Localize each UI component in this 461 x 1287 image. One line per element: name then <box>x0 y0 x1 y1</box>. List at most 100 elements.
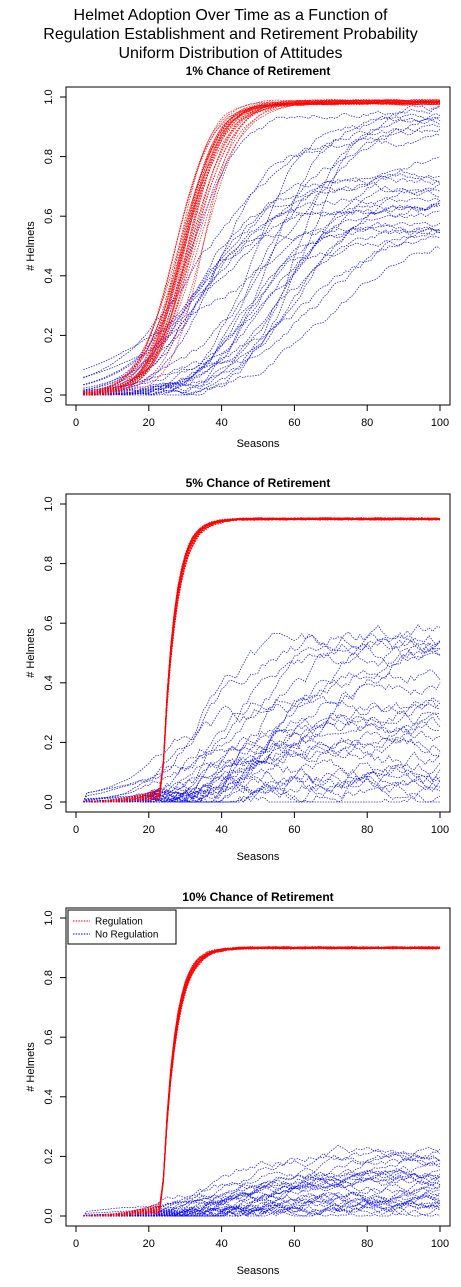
x-tick-label: 100 <box>431 824 449 836</box>
regulation-series-line <box>83 517 441 803</box>
regulation-series-line <box>83 98 441 396</box>
regulation-series-line <box>83 945 441 1217</box>
regulation-series-line <box>83 946 441 1217</box>
regulation-series-line <box>83 517 441 803</box>
y-axis-label: # Helmets <box>25 221 37 271</box>
no-regulation-series-line <box>83 201 441 396</box>
x-tick-label: 60 <box>288 417 300 429</box>
regulation-series-line <box>83 946 441 1217</box>
y-tick-label: 0.0 <box>43 794 55 809</box>
chart-title: 10% Chance of Retirement <box>182 890 333 904</box>
plot-frame <box>65 493 451 813</box>
y-tick-label: 0.2 <box>43 735 55 750</box>
regulation-series-line <box>83 946 441 1217</box>
regulation-series-line <box>83 102 441 395</box>
no-regulation-series-line <box>83 182 441 392</box>
no-regulation-series-line <box>82 652 441 803</box>
no-regulation-series-line <box>83 682 441 803</box>
no-regulation-series-line <box>83 204 441 396</box>
regulation-series-line <box>83 517 441 803</box>
x-axis-label: Seasons <box>237 851 280 863</box>
regulation-series-line <box>83 946 441 1217</box>
no-regulation-series-line <box>83 185 441 394</box>
y-axis-label: # Helmets <box>25 628 37 678</box>
y-tick-label: 0.6 <box>43 1030 55 1045</box>
regulation-series-line <box>83 101 440 395</box>
regulation-series-line <box>83 517 441 803</box>
regulation-series-line <box>83 946 441 1217</box>
regulation-series-line <box>83 102 441 396</box>
regulation-series-line <box>83 945 441 1217</box>
legend-label: Regulation <box>95 917 143 928</box>
regulation-series-line <box>83 517 441 803</box>
chart-title: 1% Chance of Retirement <box>186 64 331 78</box>
y-tick-label: 0.8 <box>43 970 55 985</box>
no-regulation-series-line <box>83 133 441 395</box>
regulation-series-line <box>83 517 441 803</box>
no-regulation-series-line <box>83 765 441 803</box>
x-tick-label: 20 <box>143 1238 155 1250</box>
no-regulation-series-line <box>83 235 441 395</box>
figure-title: Helmet Adoption Over Time as a Function … <box>0 6 461 63</box>
regulation-series-line <box>83 517 441 803</box>
regulation-series-line <box>83 517 441 803</box>
y-tick-label: 1.0 <box>43 910 55 925</box>
x-tick-label: 40 <box>215 417 227 429</box>
regulation-series-line <box>83 517 441 803</box>
regulation-series-line <box>83 103 441 394</box>
x-tick-label: 80 <box>361 417 373 429</box>
x-tick-label: 0 <box>73 417 79 429</box>
regulation-series-line <box>83 946 441 1217</box>
figure-title-line-1: Helmet Adoption Over Time as a Function … <box>73 7 388 24</box>
x-tick-label: 100 <box>431 417 449 429</box>
no-regulation-series-line <box>83 635 441 803</box>
x-tick-label: 60 <box>288 1238 300 1250</box>
y-tick-label: 0.2 <box>43 1149 55 1164</box>
y-tick-label: 1.0 <box>43 89 55 104</box>
no-regulation-series-line <box>83 183 441 394</box>
legend-box <box>67 909 177 945</box>
y-tick-label: 1.0 <box>43 496 55 511</box>
regulation-series-line <box>83 99 441 394</box>
regulation-series-line <box>83 517 441 803</box>
regulation-series-line <box>83 946 441 1217</box>
regulation-series-line <box>83 946 441 1217</box>
regulation-series-line <box>83 517 441 803</box>
no-regulation-series-line <box>83 637 441 803</box>
regulation-series-line <box>83 102 441 394</box>
no-regulation-series-line <box>82 1144 441 1217</box>
regulation-series-line <box>83 517 441 803</box>
no-regulation-series-line <box>83 633 441 803</box>
series-lines <box>82 945 441 1217</box>
x-axis-label: Seasons <box>237 438 280 450</box>
regulation-series-line <box>83 517 441 803</box>
regulation-series-line <box>83 946 441 1217</box>
chart-title: 5% Chance of Retirement <box>186 476 331 490</box>
regulation-series-line <box>83 946 441 1217</box>
regulation-series-line <box>83 946 441 1217</box>
legend-label: No Regulation <box>95 930 158 941</box>
regulation-series-line <box>83 517 440 803</box>
no-regulation-series-line <box>83 123 441 371</box>
no-regulation-series-line <box>83 1147 441 1217</box>
regulation-series-line <box>83 102 441 393</box>
series-lines <box>82 517 441 803</box>
regulation-series-line <box>83 517 441 803</box>
no-regulation-series-line <box>83 1204 441 1217</box>
regulation-series-line <box>83 946 441 1217</box>
x-tick-label: 40 <box>215 824 227 836</box>
regulation-series-line <box>83 101 441 395</box>
chart-panel-1: 1% Chance of Retirement 0 20 40 60 80 100 0.0 0.… <box>25 64 451 450</box>
regulation-series-line <box>83 946 441 1217</box>
y-tick-label: 0.6 <box>43 616 55 631</box>
y-tick-label: 0.4 <box>43 675 55 690</box>
regulation-series-line <box>83 517 441 803</box>
regulation-series-line <box>83 517 441 803</box>
no-regulation-series-line <box>83 224 441 394</box>
regulation-series-line <box>83 946 441 1217</box>
regulation-series-line <box>83 101 441 395</box>
regulation-series-line <box>83 99 441 395</box>
regulation-series-line <box>83 101 441 395</box>
no-regulation-series-line <box>82 624 441 803</box>
